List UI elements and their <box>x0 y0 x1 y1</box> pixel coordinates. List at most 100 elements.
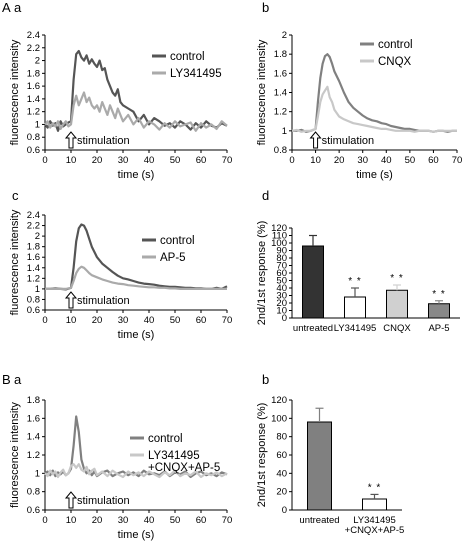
y-tick-label: 2.4 <box>27 30 40 41</box>
stimulation-arrow-icon <box>64 131 78 149</box>
x-tick-label: 40 <box>381 155 392 166</box>
y-tick-label: 1.8 <box>27 68 40 79</box>
x-tick-label: 0 <box>42 315 47 326</box>
x-tick-label: 0 <box>42 515 47 526</box>
category-label-2: LY341495 <box>334 323 377 334</box>
bar-2 <box>362 498 387 511</box>
x-tick-label: 10 <box>66 515 77 526</box>
legend-label-1: control <box>170 51 205 63</box>
x-tick-label: 40 <box>144 315 155 326</box>
y-tick-label: 120 <box>271 395 287 406</box>
y-tick-label: 50 <box>276 276 287 287</box>
y-tick-label: 1 <box>35 119 40 130</box>
stimulation-arrow-icon <box>64 291 78 309</box>
x-axis-label: time (s) <box>118 529 155 541</box>
y-tick-label: 2 <box>35 231 40 242</box>
stimulation-arrow-icon <box>309 131 322 149</box>
x-tick-label: 20 <box>92 155 103 166</box>
y-axis-label: fluorescence intensity <box>9 39 21 145</box>
legend-label-2: AP-5 <box>160 252 186 264</box>
category-label-4-line-1: AP-5 <box>428 323 449 334</box>
series-line-2 <box>291 85 457 133</box>
y-tick-label: 110 <box>272 231 287 242</box>
y-tick-label: 1.2 <box>274 107 287 118</box>
category-label-4: AP-5 <box>428 323 449 334</box>
y-tick-label: 1.6 <box>27 81 40 92</box>
y-tick-label: 2 <box>282 30 287 41</box>
y-tick-label: 40 <box>276 468 287 479</box>
legend-label-2-line-2: +CNQX+AP-5 <box>148 462 220 474</box>
significance-mark-4: * * <box>432 289 446 300</box>
x-tick-label: 40 <box>144 155 155 166</box>
y-tick-label: 100 <box>271 413 287 424</box>
x-axis-label: time (s) <box>118 329 155 341</box>
category-label-3: CNQX <box>383 323 411 334</box>
legend-label-2-line-1: LY341495 <box>170 68 222 80</box>
stimulation-label: stimulation <box>77 295 130 307</box>
stimulation-label: stimulation <box>322 135 375 147</box>
y-tick-label: 1.4 <box>27 432 40 443</box>
panel-letter-Bb: b <box>262 372 269 387</box>
series-line-2 <box>44 91 228 132</box>
category-label-2: LY341495 +CNQX+AP-5 <box>345 515 405 536</box>
bar-2 <box>344 296 366 319</box>
x-tick-label: 10 <box>66 155 77 166</box>
y-tick-label: 20 <box>276 487 287 498</box>
y-tick-label: 80 <box>276 432 287 443</box>
x-tick-label: 50 <box>170 155 181 166</box>
y-tick-label: 100 <box>271 238 287 249</box>
legend-label-1-line-1: control <box>170 51 205 63</box>
bar-1 <box>302 245 324 319</box>
panel-letter-Ad: d <box>262 188 269 203</box>
x-tick-label: 20 <box>92 315 103 326</box>
y-axis-label: fluorescence intensity <box>9 209 21 315</box>
legend-label-2-line-1: CNQX <box>378 56 412 68</box>
panel-letter-Ba: a <box>14 372 22 387</box>
stimulation-label: stimulation <box>77 495 130 507</box>
x-tick-label: 50 <box>405 155 416 166</box>
category-label-1: untreated <box>293 323 333 334</box>
category-label-3-line-1: CNQX <box>383 323 411 334</box>
y-tick-label: 1.8 <box>27 242 40 253</box>
y-tick-label: 2 <box>35 56 40 67</box>
x-tick-label: 60 <box>196 515 207 526</box>
legend-label-1: control <box>378 39 413 51</box>
x-axis-label: time (s) <box>356 169 393 181</box>
category-label-2-line-1: LY341495 <box>334 323 377 334</box>
y-tick-label: 1.6 <box>274 68 287 79</box>
stimulation-label: stimulation <box>77 135 130 147</box>
y-tick-label: 20 <box>276 298 287 309</box>
legend-label-2-line-1: AP-5 <box>160 252 186 264</box>
x-tick-label: 30 <box>357 155 368 166</box>
legend-label-1: control <box>148 433 183 445</box>
category-label-2-line-2: +CNQX+AP-5 <box>345 525 405 536</box>
legend-label-2: LY341495 +CNQX+AP-5 <box>148 450 220 474</box>
legend-label-1-line-1: control <box>160 235 195 247</box>
bar-4 <box>428 303 450 319</box>
y-tick-label: 1 <box>35 468 40 479</box>
y-tick-label: 1 <box>35 284 40 295</box>
y-tick-label: 1.4 <box>274 88 287 99</box>
x-tick-label: 70 <box>452 155 463 166</box>
bar-3 <box>386 289 408 319</box>
x-tick-label: 70 <box>222 155 233 166</box>
y-tick-label: 60 <box>276 450 287 461</box>
panel-letter-Ab: b <box>262 0 269 15</box>
y-tick-label: 1.6 <box>27 413 40 424</box>
y-tick-label: 0.6 <box>27 305 40 316</box>
legend-label-2: LY341495 <box>170 68 222 80</box>
chart-Ac: 0.60.811.21.41.61.822.22.4 0 10 20 30 40 50 60 7… <box>9 209 232 341</box>
x-tick-label: 30 <box>118 155 129 166</box>
legend-label-1: control <box>160 235 195 247</box>
y-tick-label: 2.2 <box>27 43 40 54</box>
y-axis-label: fluorescence intensity <box>256 39 268 145</box>
y-tick-label: 60 <box>276 268 287 279</box>
y-tick-label: 1.4 <box>27 263 40 274</box>
series-line-1 <box>45 223 228 291</box>
legend-label-1-line-1: control <box>378 39 413 51</box>
panel-letter-A: A <box>2 0 11 15</box>
x-tick-label: 70 <box>222 515 233 526</box>
legend-label-2: CNQX <box>378 56 412 68</box>
y-tick-label: 0.8 <box>274 145 287 156</box>
